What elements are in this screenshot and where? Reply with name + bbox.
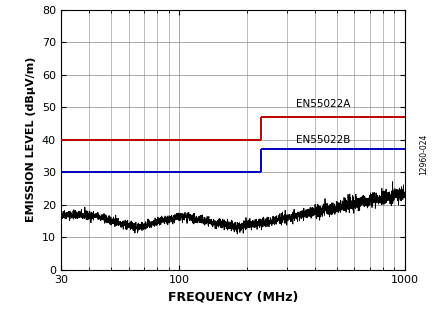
X-axis label: FREQUENCY (MHz): FREQUENCY (MHz): [167, 290, 297, 303]
Text: EN55022A: EN55022A: [295, 99, 349, 109]
Text: EN55022B: EN55022B: [295, 134, 349, 144]
Y-axis label: EMISSION LEVEL (dBµV/m): EMISSION LEVEL (dBµV/m): [26, 57, 36, 222]
Text: 12960-024: 12960-024: [418, 134, 427, 175]
